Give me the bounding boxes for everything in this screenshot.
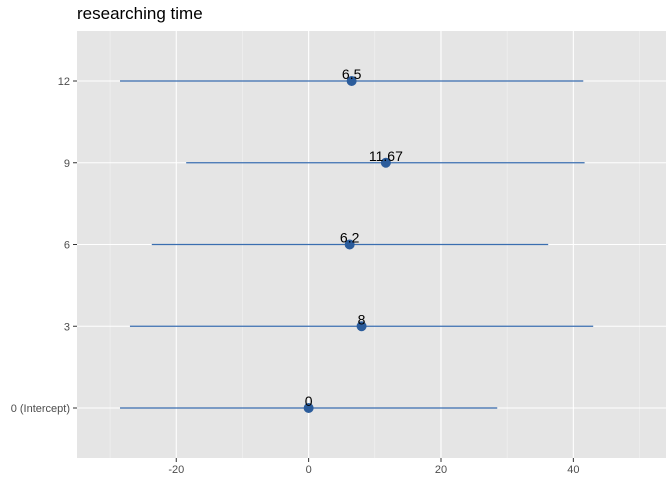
estimate-label: 11.67 bbox=[369, 148, 403, 164]
estimate-point bbox=[346, 76, 357, 86]
x-tick-label: 0 bbox=[306, 464, 312, 476]
x-tick-label: -20 bbox=[168, 464, 184, 476]
y-axis: 0 (Intercept) 3 6 9 12 bbox=[11, 76, 77, 415]
estimate-point bbox=[344, 239, 355, 250]
chart-title: researching time bbox=[77, 4, 203, 23]
y-tick-label: 6 bbox=[64, 240, 70, 252]
x-tick-label: 40 bbox=[567, 464, 579, 476]
estimate-point bbox=[380, 157, 391, 168]
estimate-label: 0 bbox=[305, 393, 313, 409]
x-tick-label: 20 bbox=[435, 464, 447, 476]
y-tick-label: 9 bbox=[64, 158, 70, 170]
estimate-label: 8 bbox=[358, 311, 366, 327]
y-tick-label: 3 bbox=[64, 321, 70, 333]
estimate-point bbox=[356, 321, 367, 332]
estimate-label: 6.2 bbox=[340, 230, 360, 246]
y-tick-label: 0 (Intercept) bbox=[11, 403, 70, 415]
estimate-point bbox=[303, 403, 314, 413]
estimate-label: 6.5 bbox=[342, 66, 362, 82]
y-tick-label: 12 bbox=[58, 76, 70, 88]
estimate-points bbox=[303, 76, 391, 413]
estimate-labels: 0 8 6.2 11.67 6.5 bbox=[305, 66, 403, 409]
x-axis: -20 0 20 40 bbox=[168, 458, 579, 476]
